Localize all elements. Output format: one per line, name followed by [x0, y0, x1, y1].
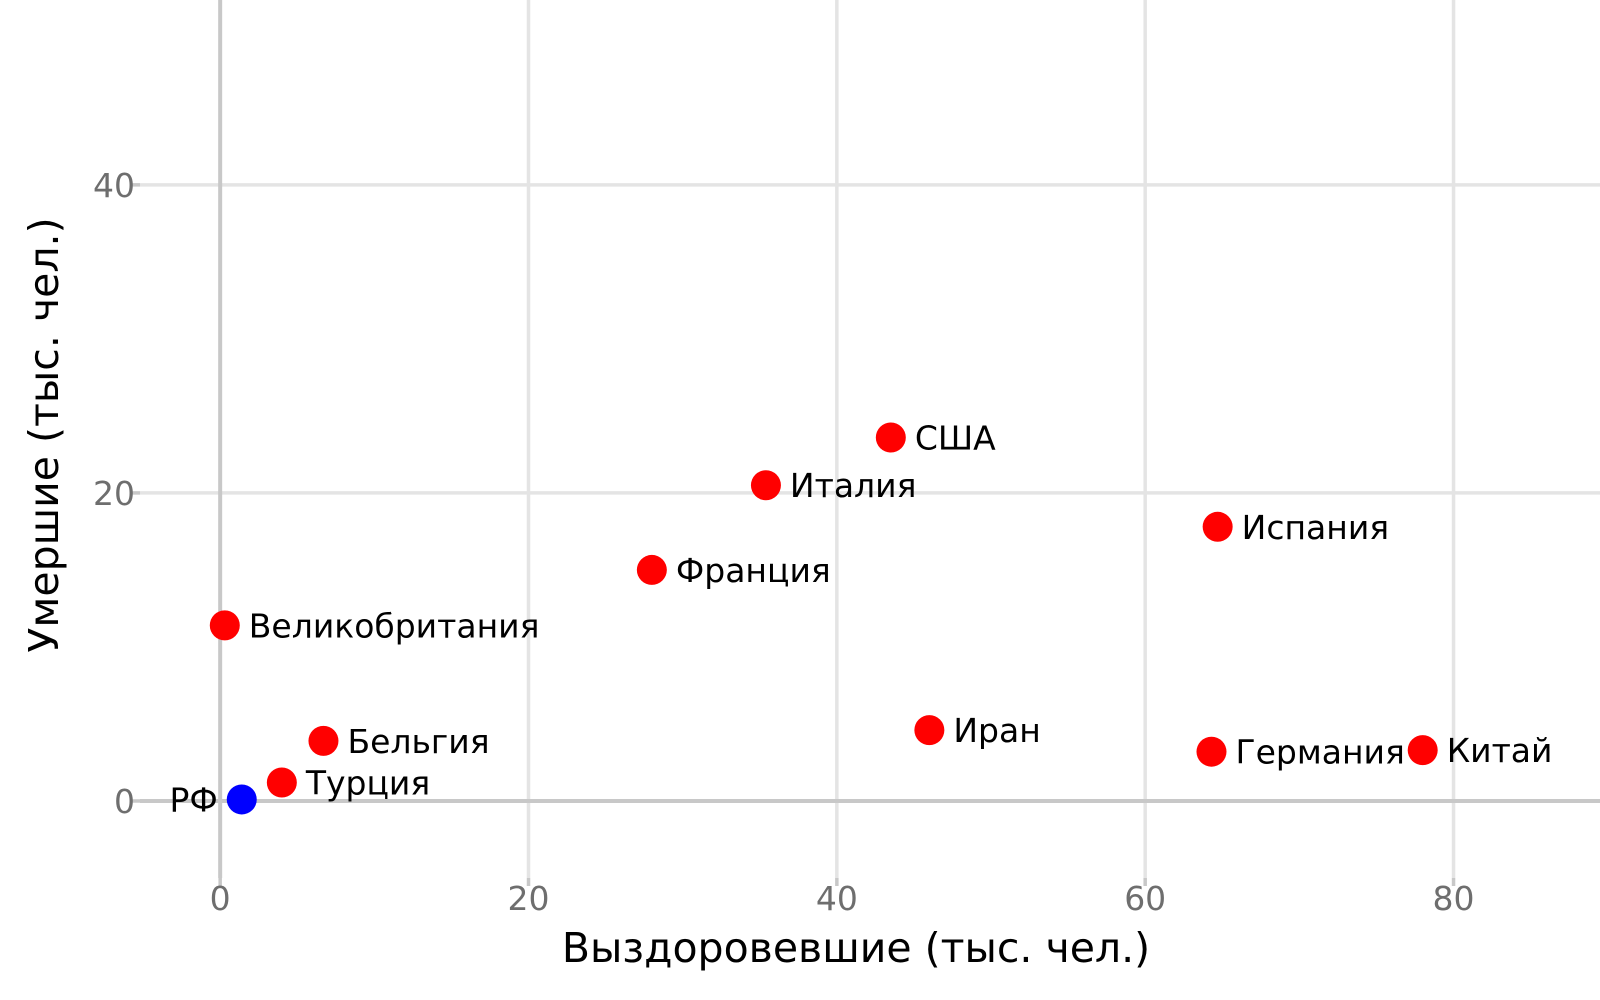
data-point-китай: [1407, 735, 1438, 766]
x-tick-label-0: 0: [210, 879, 231, 918]
point-label-сша: США: [915, 418, 996, 457]
x-tick-label-80: 80: [1433, 879, 1475, 918]
tick-layer: 0 20 40 60 80 0 20 40: [93, 166, 1475, 918]
x-tick-label-60: 60: [1124, 879, 1166, 918]
data-point-франция: [636, 554, 667, 585]
axis-layer: [140, 0, 1600, 878]
grid-layer: [140, 0, 1600, 878]
point-layer: [209, 422, 1438, 815]
point-label-иран: Иран: [953, 711, 1040, 750]
point-label-франция: Франция: [676, 551, 831, 590]
y-axis-title: Умершие (тыс. чел.): [20, 217, 68, 652]
x-tick-label-20: 20: [508, 879, 550, 918]
data-point-рф: [226, 784, 257, 815]
point-label-германия: Германия: [1235, 733, 1404, 772]
point-label-рф: РФ: [169, 780, 217, 819]
point-label-бельгия: Бельгия: [347, 722, 489, 761]
data-point-сша: [875, 422, 906, 453]
y-tick-label-40: 40: [93, 166, 135, 205]
y-tick-label-20: 20: [93, 474, 135, 513]
point-label-италия: Италия: [790, 466, 917, 505]
data-point-турция: [266, 767, 297, 798]
point-label-испания: Испания: [1242, 508, 1390, 547]
data-point-бельгия: [308, 725, 339, 756]
point-label-турция: Турция: [305, 763, 430, 802]
point-label-великобритания: Великобритания: [249, 606, 540, 645]
data-point-иран: [914, 715, 945, 746]
point-label-китай: Китай: [1447, 731, 1553, 770]
data-point-германия: [1196, 736, 1227, 767]
x-axis-title: Выздоровевшие (тыс. чел.): [562, 924, 1150, 972]
x-tick-label-40: 40: [816, 879, 858, 918]
data-point-великобритания: [209, 610, 240, 641]
label-layer: США Италия Испания Франция Великобритания Бел…: [169, 418, 1552, 819]
data-point-испания: [1202, 511, 1233, 542]
y-tick-label-0: 0: [114, 782, 135, 821]
data-point-италия: [750, 470, 781, 501]
